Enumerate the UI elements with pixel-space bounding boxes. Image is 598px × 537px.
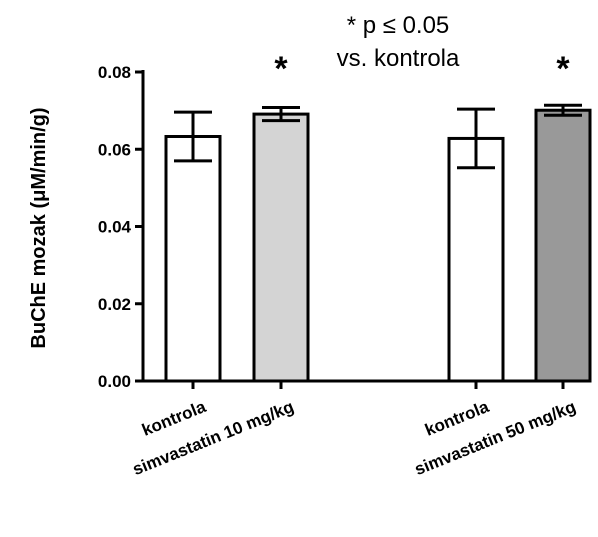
bar-2	[252, 112, 310, 383]
bar-3	[447, 136, 505, 383]
x-tick-label: simvastatin 50 mg/kg	[412, 397, 579, 479]
y-tick-label: 0.02	[98, 295, 131, 314]
bar-4	[534, 108, 592, 383]
y-tick-label: 0.06	[98, 140, 131, 159]
significance-note-line-1: * p ≤ 0.05	[347, 12, 450, 39]
plot-area: 0.000.020.040.060.08kontrolasimvastatin …	[98, 50, 592, 479]
bar-1	[164, 135, 222, 383]
x-tick-label: simvastatin 10 mg/kg	[130, 397, 297, 479]
significance-note-line-2: vs. kontrola	[337, 45, 460, 72]
y-tick-label: 0.04	[98, 218, 132, 237]
significance-asterisk: *	[274, 50, 288, 88]
significance-asterisk: *	[556, 50, 570, 88]
y-tick-label: 0.08	[98, 63, 131, 82]
y-axis-title: BuChE mozak (μM/min/g)	[28, 107, 50, 348]
y-tick-label: 0.00	[98, 372, 131, 391]
significance-note: * p ≤ 0.05 vs. kontrola	[337, 12, 460, 72]
